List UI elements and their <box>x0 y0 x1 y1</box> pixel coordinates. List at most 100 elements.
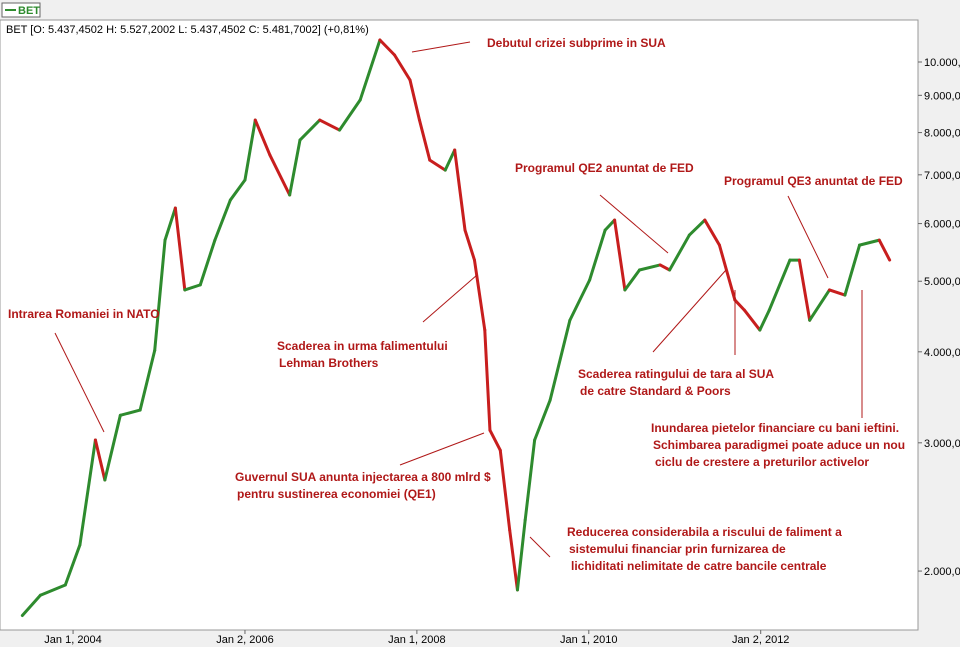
annotation: ciclu de crestere a preturilor activelor <box>655 455 869 469</box>
price-segment <box>483 328 492 432</box>
price-segment <box>668 233 691 272</box>
price-segment <box>767 258 792 312</box>
price-segment <box>508 528 519 592</box>
annotation: Scaderea in urma falimentului <box>277 339 448 353</box>
price-segment <box>533 398 552 442</box>
price-segment <box>318 118 342 132</box>
price-segment <box>658 263 672 272</box>
y-tick-label: 8.000,0 <box>924 128 960 140</box>
price-segment <box>198 238 217 287</box>
price-segment <box>243 118 257 182</box>
y-tick-label: 9.000,0 <box>924 90 960 102</box>
price-segment <box>428 158 447 172</box>
annotation: de catre Standard & Poors <box>580 384 731 398</box>
price-segment <box>103 413 122 482</box>
annotation: Guvernul SUA anunta injectarea a 800 mlr… <box>235 470 491 484</box>
annotation: sistemului financiar prin furnizarea de <box>569 542 786 556</box>
price-segment <box>163 206 177 242</box>
price-segment <box>742 308 762 332</box>
price-segment <box>417 118 432 162</box>
annotation: Lehman Brothers <box>279 356 379 370</box>
annotation-leader <box>529 536 551 558</box>
price-segment <box>453 148 467 232</box>
price-segment <box>408 78 421 122</box>
price-segment <box>20 593 42 617</box>
price-segment <box>378 38 397 57</box>
annotation-leader <box>787 195 829 279</box>
price-segment <box>687 218 707 237</box>
price-segment <box>358 38 382 102</box>
price-segment <box>858 238 881 247</box>
price-segment <box>843 243 862 297</box>
annotation: Programul QE2 anuntat de FED <box>515 161 694 175</box>
price-segment <box>463 228 476 262</box>
price-segment <box>153 238 167 352</box>
price-segment <box>138 348 157 412</box>
price-segment <box>183 283 202 292</box>
x-tick-label: Jan 1, 2008 <box>388 634 446 646</box>
x-tick-label: Jan 2, 2012 <box>732 634 790 646</box>
price-segment <box>118 408 142 417</box>
header-text: BET [O: 5.437,4502 H: 5.527,2002 L: 5.43… <box>6 24 369 36</box>
annotation: pentru sustinerea economiei (QE1) <box>237 487 436 501</box>
price-segment <box>173 206 187 292</box>
price-segment <box>63 543 82 587</box>
plot-area <box>0 19 919 631</box>
price-segment <box>515 518 527 592</box>
price-segment <box>268 153 292 197</box>
annotation-leader <box>422 274 478 323</box>
annotation: Debutul crizei subprime in SUA <box>487 36 666 50</box>
price-segment <box>588 228 607 282</box>
price-segment <box>623 268 642 292</box>
y-tick-label: 10.000,0 <box>924 57 960 69</box>
legend-label: BET <box>18 5 40 17</box>
annotation: Reducerea considerabila a riscului de fa… <box>567 525 842 539</box>
price-segment <box>288 138 302 197</box>
y-tick-label: 2.000,0 <box>924 566 960 578</box>
annotation: lichiditati nelimitate de catre bancile … <box>571 559 827 573</box>
price-segment <box>393 53 412 82</box>
x-tick-label: Jan 1, 2010 <box>560 634 618 646</box>
price-segment <box>808 288 831 322</box>
price-segment <box>523 438 537 522</box>
price-segment <box>548 318 572 402</box>
price-segment <box>213 198 232 242</box>
annotation: Intrarea Romaniei in NATO <box>8 307 160 321</box>
annotation-leader <box>599 194 669 254</box>
price-segment <box>338 98 362 132</box>
price-segment <box>253 118 272 157</box>
annotation-leader <box>399 432 485 466</box>
x-tick-label: Jan 1, 2004 <box>44 634 102 646</box>
annotation-leader <box>54 332 105 433</box>
y-tick-label: 4.000,0 <box>924 347 960 359</box>
price-segment <box>472 258 487 332</box>
price-segment <box>797 258 812 322</box>
annotation: Programul QE3 anuntat de FED <box>724 174 903 188</box>
price-segment <box>827 288 847 297</box>
price-segment <box>703 218 721 247</box>
annotation: Inundarea pietelor financiare cu bani ie… <box>651 421 899 435</box>
price-segment <box>638 263 662 272</box>
price-segment <box>568 278 592 322</box>
annotation: Scaderea ratingului de tara al SUA <box>578 367 774 381</box>
annotation-leader <box>652 269 727 353</box>
legend-box <box>1 2 41 18</box>
price-segment <box>877 238 892 262</box>
price-segment <box>93 438 107 482</box>
y-tick-label: 7.000,0 <box>924 170 960 182</box>
annotation: Schimbarea paradigmei poate aduce un nou <box>653 438 905 452</box>
price-segment <box>758 308 771 332</box>
price-segment <box>228 178 247 202</box>
price-segment <box>733 298 746 312</box>
price-segment <box>613 218 627 292</box>
price-segment <box>603 218 617 232</box>
annotation-leader <box>411 41 471 53</box>
x-tick-label: Jan 2, 2006 <box>216 634 274 646</box>
price-segment <box>298 118 322 142</box>
price-segment <box>78 438 97 547</box>
price-segment <box>717 243 737 302</box>
price-segment <box>498 448 512 532</box>
y-tick-label: 5.000,0 <box>924 276 960 288</box>
price-segment <box>38 583 67 597</box>
